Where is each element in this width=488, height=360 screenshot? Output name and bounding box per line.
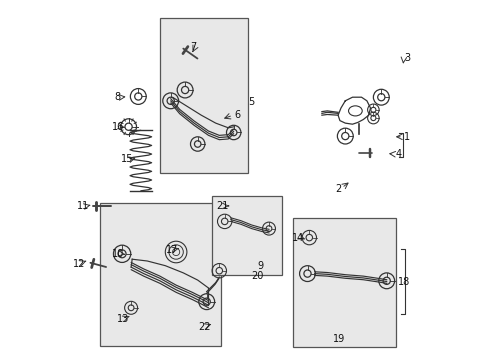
Bar — [212, 196, 282, 275]
Text: 12: 12 — [73, 258, 85, 269]
Text: 9: 9 — [257, 261, 263, 271]
Text: 7: 7 — [190, 42, 196, 52]
Text: 21: 21 — [216, 201, 228, 211]
Text: 11: 11 — [77, 201, 89, 211]
Text: 8: 8 — [115, 92, 121, 102]
Text: 5: 5 — [247, 96, 254, 107]
Text: 14: 14 — [291, 233, 303, 243]
Bar — [160, 18, 247, 173]
Text: 17: 17 — [165, 245, 178, 255]
Text: 13: 13 — [117, 314, 129, 324]
Text: 10: 10 — [111, 249, 123, 259]
Text: 22: 22 — [198, 322, 210, 332]
Text: 3: 3 — [404, 53, 410, 63]
Text: 6: 6 — [234, 110, 240, 120]
Text: 19: 19 — [332, 334, 344, 344]
Text: 18: 18 — [397, 276, 409, 287]
Bar — [101, 203, 221, 346]
Text: 15: 15 — [121, 154, 133, 164]
Text: 4: 4 — [395, 149, 401, 159]
Bar — [292, 218, 395, 347]
Text: 1: 1 — [403, 132, 409, 142]
Text: 2: 2 — [335, 184, 341, 194]
Text: 16: 16 — [111, 122, 123, 132]
Text: 20: 20 — [250, 271, 263, 282]
